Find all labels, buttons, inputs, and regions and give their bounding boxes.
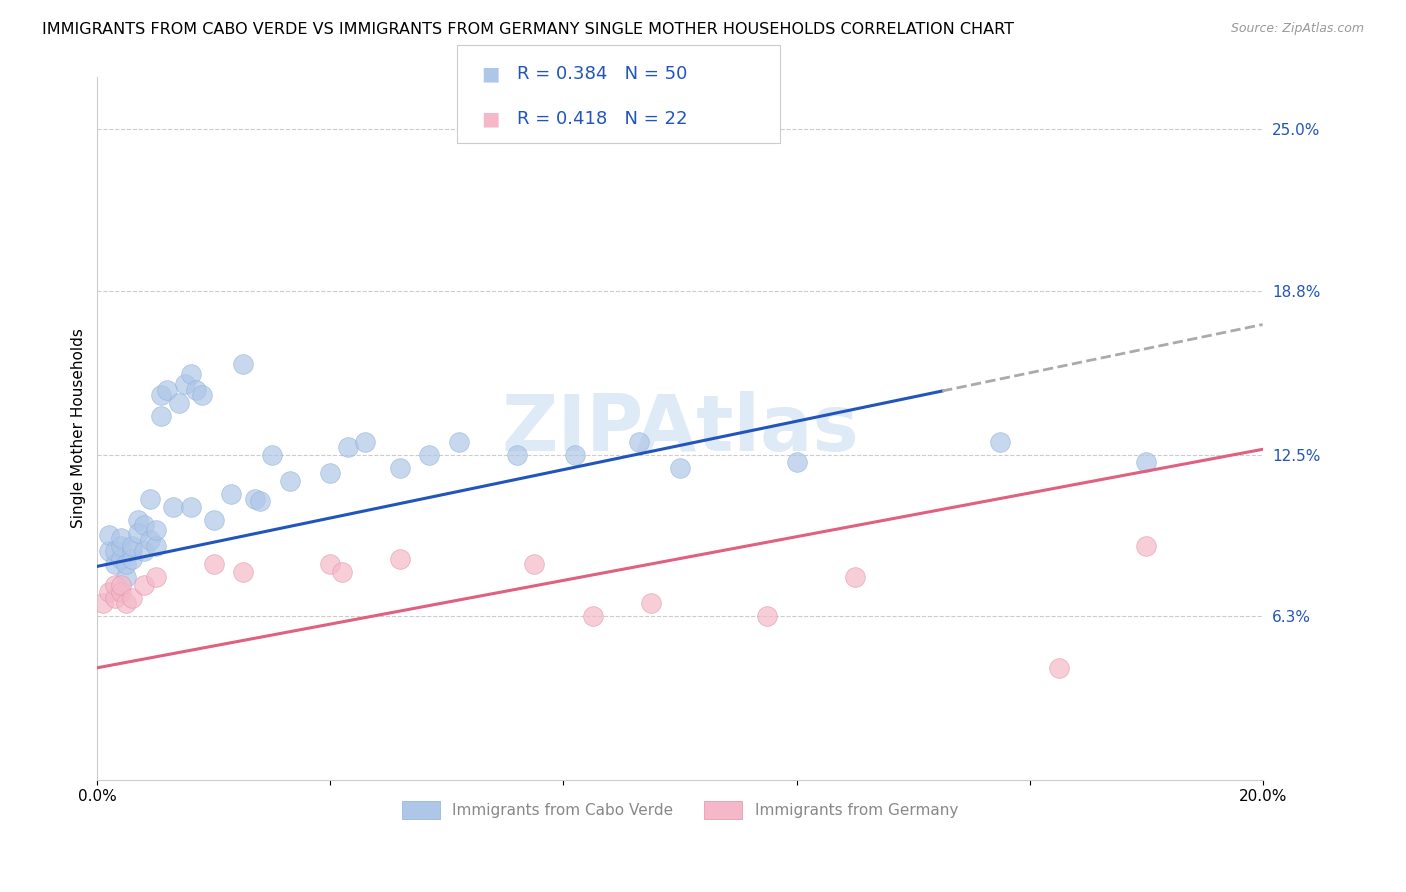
Point (98, 543, 121, 558)
Point (232, 565, 254, 579)
Point (110, 585, 132, 599)
Point (121, 543, 143, 558)
Text: ZIPAtlas: ZIPAtlas (501, 391, 859, 467)
Point (990, 434, 1012, 449)
Point (506, 448, 529, 462)
Point (150, 388, 173, 402)
Point (786, 455, 808, 469)
Point (110, 539, 132, 553)
Point (115, 596, 138, 610)
Point (173, 377, 195, 392)
Text: IMMIGRANTS FROM CABO VERDE VS IMMIGRANTS FROM GERMANY SINGLE MOTHER HOUSEHOLDS C: IMMIGRANTS FROM CABO VERDE VS IMMIGRANTS… (42, 22, 1014, 37)
Point (121, 551, 143, 566)
Point (132, 577, 155, 591)
Point (98, 585, 121, 599)
Text: R = 0.384   N = 50: R = 0.384 N = 50 (517, 65, 688, 83)
Point (191, 388, 214, 402)
Point (132, 543, 155, 558)
Point (110, 531, 132, 545)
Point (121, 539, 143, 553)
Point (232, 357, 254, 371)
Point (104, 591, 127, 605)
Point (98, 528, 121, 542)
Point (132, 517, 155, 532)
Text: ■: ■ (481, 109, 499, 128)
Point (104, 557, 127, 571)
Point (162, 500, 184, 514)
Point (145, 539, 167, 553)
Point (202, 557, 225, 571)
Point (115, 557, 138, 571)
Point (628, 434, 651, 449)
Point (243, 491, 266, 506)
Text: R = 0.418   N = 22: R = 0.418 N = 22 (517, 110, 688, 128)
Point (319, 466, 342, 480)
Point (319, 557, 342, 571)
Point (145, 570, 167, 584)
Point (156, 383, 179, 397)
Point (221, 486, 243, 500)
Point (150, 409, 173, 423)
Point (167, 395, 190, 409)
Y-axis label: Single Mother Households: Single Mother Households (72, 328, 86, 528)
Point (180, 500, 202, 514)
Point (756, 608, 779, 623)
Point (180, 367, 202, 381)
Point (202, 512, 225, 526)
Point (262, 448, 284, 462)
Point (115, 570, 138, 584)
Point (91, 596, 114, 610)
Point (104, 577, 127, 591)
Point (110, 551, 132, 566)
Point (104, 543, 127, 558)
Point (336, 440, 359, 454)
Point (249, 494, 271, 508)
Point (389, 460, 412, 475)
Point (278, 474, 301, 488)
Point (581, 608, 603, 623)
Point (1135, 455, 1157, 469)
Point (1047, 661, 1070, 675)
Legend: Immigrants from Cabo Verde, Immigrants from Germany: Immigrants from Cabo Verde, Immigrants f… (396, 795, 965, 824)
Point (145, 523, 167, 537)
Point (354, 434, 377, 449)
Text: Source: ZipAtlas.com: Source: ZipAtlas.com (1230, 22, 1364, 36)
Point (447, 434, 470, 449)
Point (564, 448, 586, 462)
Point (139, 533, 162, 548)
Point (640, 596, 662, 610)
Point (844, 570, 866, 584)
Point (127, 512, 149, 526)
Point (389, 551, 412, 566)
Point (139, 491, 162, 506)
Point (127, 525, 149, 540)
Point (110, 577, 132, 591)
Text: ■: ■ (481, 64, 499, 84)
Point (669, 460, 692, 475)
Point (418, 448, 440, 462)
Point (121, 591, 143, 605)
Point (523, 557, 546, 571)
Point (330, 565, 353, 579)
Point (1135, 539, 1157, 553)
Point (186, 383, 208, 397)
